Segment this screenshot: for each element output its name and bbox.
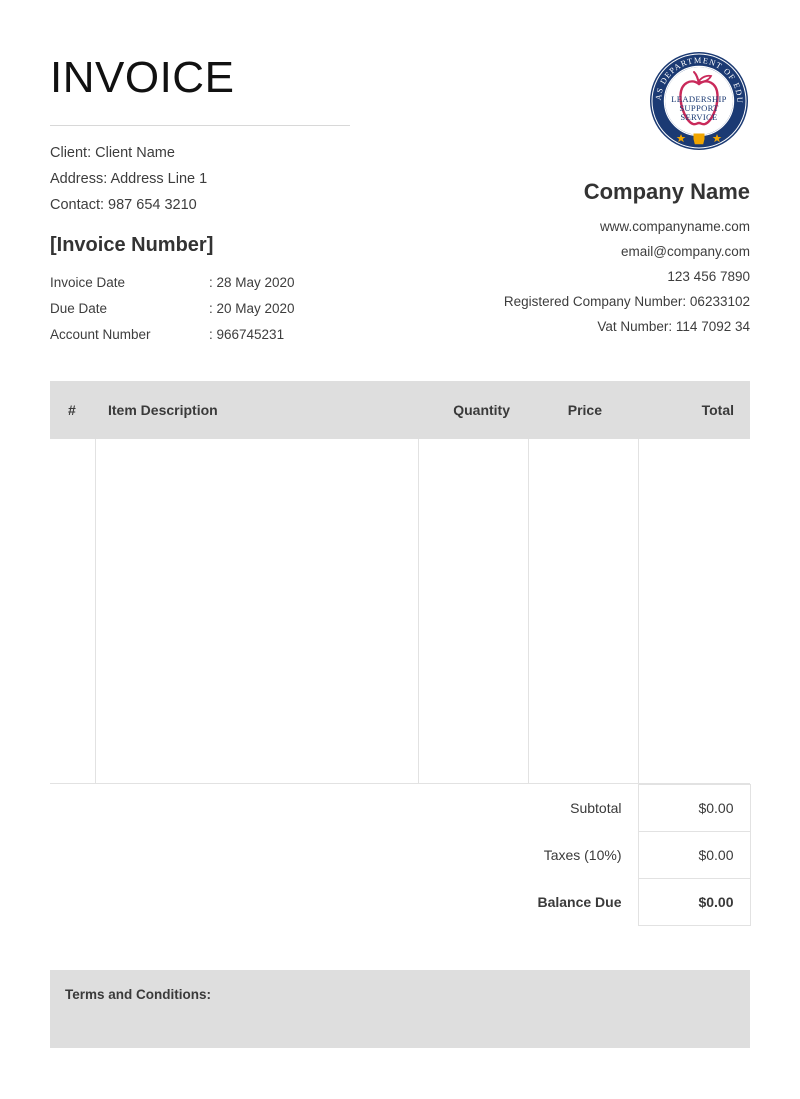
meta-row-due-date: Due Date : 20 May 2020 [50, 296, 295, 322]
totals-label-taxes: Taxes (10%) [543, 846, 622, 863]
client-details: Client: Client Name Address: Address Lin… [50, 140, 750, 218]
arkansas-department-of-education-seal-icon: ARKANSAS DEPARTMENT OF EDUCATION LEADERS… [644, 43, 748, 150]
items-table: # Item Description Quantity Price Total [50, 381, 750, 784]
column-header-price: Price [528, 381, 638, 439]
totals-row-balance-due: Balance Due $0.00 [50, 878, 751, 926]
invoice-header: INVOICE Client: Client Name Address: Add… [50, 53, 750, 348]
company-vat-number: Vat Number: 114 7092 34 [597, 319, 750, 334]
terms-and-conditions-box: Terms and Conditions: [50, 970, 750, 1048]
meta-value-account-number: : 966745231 [209, 327, 285, 343]
company-details: ARKANSAS DEPARTMENT OF EDUCATION LEADERS… [390, 43, 750, 338]
totals-value-balance-due: $0.00 [637, 878, 751, 926]
totals-spacer [50, 831, 528, 878]
svg-text:SERVICE: SERVICE [680, 112, 717, 122]
cell-quantity[interactable] [418, 439, 529, 784]
invoice-meta-table: Invoice Date : 28 May 2020 Due Date : 20… [50, 270, 295, 348]
terms-title: Terms and Conditions: [65, 987, 212, 1002]
totals-label-subtotal: Subtotal [570, 799, 622, 816]
cell-price[interactable] [528, 439, 639, 784]
meta-value-due-date: : 20 May 2020 [209, 301, 295, 317]
column-header-number: # [50, 381, 95, 439]
items-table-header-row: # Item Description Quantity Price Total [50, 381, 750, 439]
company-website: www.companyname.com [599, 219, 750, 234]
company-registered-number: Registered Company Number: 06233102 [503, 294, 750, 309]
column-header-quantity: Quantity [418, 381, 528, 439]
items-table-body [50, 439, 750, 784]
client-contact-line: Contact: 987 654 3210 [50, 197, 197, 214]
items-section: # Item Description Quantity Price Total [50, 381, 751, 926]
cell-total[interactable] [638, 439, 750, 784]
meta-label-invoice-date: Invoice Date [50, 275, 126, 291]
cell-number[interactable] [50, 439, 96, 784]
title-divider [50, 125, 350, 127]
totals-value-taxes: $0.00 [637, 831, 751, 879]
column-header-total: Total [638, 381, 750, 439]
cell-description[interactable] [95, 439, 419, 784]
column-header-description: Item Description [95, 381, 418, 439]
totals-label-balance-due: Balance Due [537, 893, 622, 910]
client-name-line: Client: Client Name [50, 145, 175, 162]
company-logo: ARKANSAS DEPARTMENT OF EDUCATION LEADERS… [644, 43, 750, 152]
totals-row-subtotal: Subtotal $0.00 [50, 783, 751, 832]
company-email: email@company.com [621, 244, 750, 259]
totals-spacer [50, 878, 528, 925]
page-title: INVOICE [50, 53, 235, 102]
client-address-line: Address: Address Line 1 [50, 171, 208, 188]
company-name: Company Name [583, 179, 750, 204]
svg-text:SUPPORT: SUPPORT [679, 103, 719, 113]
meta-label-account-number: Account Number [50, 327, 151, 343]
totals-spacer [50, 784, 528, 831]
meta-row-account-number: Account Number : 966745231 [50, 322, 295, 348]
totals-value-subtotal: $0.00 [637, 783, 751, 832]
table-row[interactable] [50, 439, 750, 784]
meta-row-invoice-date: Invoice Date : 28 May 2020 [50, 270, 295, 296]
svg-text:LEADERSHIP: LEADERSHIP [671, 94, 727, 104]
company-phone: 123 456 7890 [667, 269, 750, 284]
totals-table: Subtotal $0.00 Taxes (10%) $0.00 Balance… [50, 783, 751, 926]
invoice-number: [Invoice Number] [50, 234, 214, 257]
meta-label-due-date: Due Date [50, 301, 108, 317]
totals-row-taxes: Taxes (10%) $0.00 [50, 831, 751, 879]
meta-value-invoice-date: : 28 May 2020 [209, 275, 295, 291]
